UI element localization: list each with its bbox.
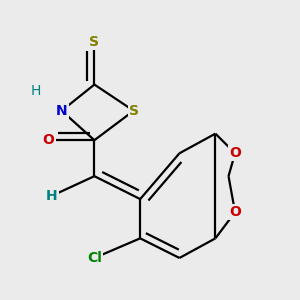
Text: H: H (46, 189, 58, 203)
Text: H: H (30, 84, 41, 98)
Text: N: N (56, 104, 68, 118)
Text: O: O (43, 133, 55, 147)
Text: Cl: Cl (87, 251, 102, 265)
Text: O: O (229, 146, 241, 160)
Text: S: S (129, 104, 139, 118)
Text: O: O (229, 205, 241, 219)
Text: S: S (89, 35, 99, 49)
